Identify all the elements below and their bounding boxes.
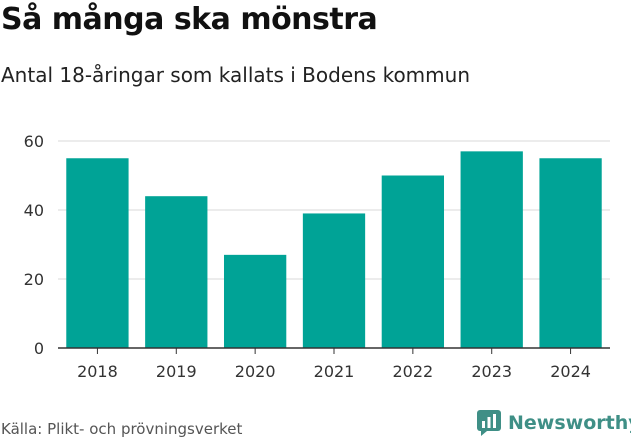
y-tick-label-40: 40 — [24, 201, 44, 220]
bar-2018 — [66, 158, 129, 348]
bar-2023 — [460, 151, 523, 348]
bar-2020 — [223, 254, 287, 348]
x-tick-label-2019: 2019 — [156, 362, 197, 381]
x-tick-label-2023: 2023 — [471, 362, 512, 381]
y-tick-label-60: 60 — [24, 132, 44, 151]
chart-title: Så många ska mönstra — [1, 2, 378, 37]
newsworthy-logo-icon — [477, 410, 501, 436]
y-tick-label-0: 0 — [34, 339, 44, 358]
source-note: Källa: Plikt- och prövningsverket — [1, 420, 243, 438]
brand-name: Newsworthy — [508, 412, 631, 434]
x-tick-label-2024: 2024 — [550, 362, 591, 381]
chart-subtitle: Antal 18-åringar som kallats i Bodens ko… — [1, 63, 470, 87]
axes: 0 20 40 60 2018 2019 2020 2021 2022 2023 2024 — [24, 132, 610, 381]
brand-logo: Newsworthy — [476, 408, 631, 438]
x-tick-label-2018: 2018 — [77, 362, 118, 381]
bar-2021 — [302, 213, 366, 348]
bars — [66, 151, 602, 348]
bar-2019 — [145, 196, 208, 348]
y-tick-label-20: 20 — [24, 270, 44, 289]
x-tick-label-2020: 2020 — [235, 362, 276, 381]
x-tick-label-2022: 2022 — [392, 362, 433, 381]
bar-2024 — [539, 158, 602, 348]
bar-2022 — [381, 175, 445, 348]
x-tick-label-2021: 2021 — [314, 362, 355, 381]
